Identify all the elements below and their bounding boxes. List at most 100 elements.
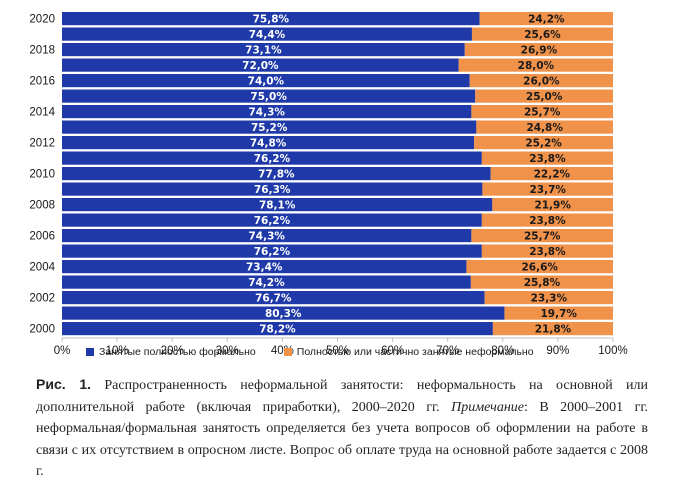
data-label-informal-2018: 26,9% [521, 45, 558, 57]
bar-formal-2010 [62, 167, 491, 181]
data-label-informal-2014: 25,7% [524, 107, 561, 119]
bar-informal-2012 [474, 136, 613, 150]
y-tick-label-2006: 2006 [29, 231, 55, 243]
data-label-informal-2020: 24,2% [528, 14, 565, 26]
bar-formal-2009 [62, 182, 483, 196]
bar-formal-2004 [62, 260, 467, 274]
data-label-formal-2012: 74,8% [250, 138, 287, 150]
bar-formal-2012 [62, 136, 475, 150]
x-tick-label: 70% [436, 345, 459, 357]
data-label-formal-2011: 76,2% [254, 153, 291, 165]
bar-formal-2018 [62, 43, 465, 57]
y-tick-label-2004: 2004 [29, 262, 55, 274]
data-label-formal-2016: 74,0% [248, 76, 285, 88]
bar-formal-2001 [62, 306, 505, 320]
data-label-informal-2008: 21,9% [534, 200, 571, 212]
data-label-informal-2006: 25,7% [524, 231, 561, 243]
data-label-formal-2020: 75,8% [253, 14, 290, 26]
x-tick-label: 30% [216, 345, 239, 357]
bar-informal-2018 [464, 43, 613, 57]
data-label-informal-2000: 21,8% [535, 324, 572, 336]
bar-formal-2002 [62, 291, 485, 305]
x-tick-label: 20% [161, 345, 184, 357]
bar-formal-2013 [62, 120, 477, 134]
legend-swatch-informal [283, 348, 292, 356]
data-label-informal-2001: 19,7% [541, 308, 578, 320]
bar-formal-2006 [62, 229, 472, 243]
data-label-informal-2003: 25,8% [524, 277, 561, 289]
data-label-formal-2014: 74,3% [248, 107, 285, 119]
x-tick-label: 80% [491, 345, 514, 357]
bar-informal-2020 [479, 12, 613, 26]
caption-note-label: Примечание [451, 399, 525, 415]
data-label-formal-2004: 73,4% [246, 262, 283, 274]
data-label-informal-2016: 26,0% [523, 76, 560, 88]
data-label-formal-2009: 76,3% [254, 184, 291, 196]
bar-formal-2008 [62, 198, 493, 212]
data-label-informal-2004: 26,6% [521, 262, 558, 274]
bar-informal-2016 [469, 74, 613, 88]
bar-informal-2015 [475, 89, 613, 103]
y-tick-label-2020: 2020 [29, 14, 55, 26]
y-tick-label-2014: 2014 [29, 107, 55, 119]
data-label-formal-2013: 75,2% [251, 122, 288, 134]
data-label-informal-2011: 23,8% [529, 153, 566, 165]
y-axis-labels: 2020 2018 2016 2014 2012 2010 2008 2006 2004 2002… [29, 14, 55, 336]
y-tick-label-2002: 2002 [29, 293, 55, 305]
y-tick-label-2016: 2016 [29, 76, 55, 88]
x-tick-label: 50% [326, 345, 349, 357]
bar-informal-2005 [481, 244, 613, 258]
data-label-informal-2019: 25,6% [524, 29, 561, 41]
legend-label-informal: Полностью или частично занятые неформаль… [296, 346, 534, 358]
data-label-informal-2007: 23,8% [529, 215, 566, 227]
data-label-informal-2012: 25,2% [525, 138, 562, 150]
bar-informal-2008 [492, 198, 613, 212]
bar-formal-2019 [62, 27, 472, 41]
y-tick-label-2018: 2018 [29, 45, 55, 57]
legend-swatch-formal [86, 348, 94, 356]
bar-formal-2017 [62, 58, 459, 72]
data-label-formal-2018: 73,1% [245, 45, 282, 57]
data-label-informal-2010: 22,2% [534, 169, 571, 181]
bar-informal-2007 [481, 213, 613, 227]
figure-caption: Рис. 1. Распространенность неформальной … [36, 374, 648, 483]
x-tick-label: 90% [546, 345, 569, 357]
data-label-formal-2017: 72,0% [242, 60, 279, 72]
bar-informal-2014 [471, 105, 613, 119]
legend-item-informal: Полностью или частично занятые неформаль… [283, 346, 534, 358]
bar-informal-2009 [482, 182, 613, 196]
bar-informal-2000 [492, 322, 613, 336]
bar-formal-2000 [62, 322, 493, 336]
data-label-formal-2005: 76,2% [254, 246, 291, 258]
bar-informal-2006 [471, 229, 613, 243]
bars-group: 75,8% 24,2% 74,4% 25,6% 73,1% 26,9% 72,0% 28,0%… [62, 12, 613, 336]
data-label-formal-2003: 74,2% [248, 277, 285, 289]
data-label-formal-2000: 78,2% [259, 324, 296, 336]
bar-informal-2019 [471, 27, 613, 41]
legend: Занятые полностью формально Полностью ил… [86, 346, 534, 358]
caption-label: Рис. 1. [36, 376, 92, 392]
bar-formal-2011 [62, 151, 482, 165]
bar-informal-2003 [470, 275, 613, 289]
data-label-informal-2005: 23,8% [529, 246, 566, 258]
bar-formal-2003 [62, 275, 471, 289]
data-label-informal-2002: 23,3% [531, 293, 568, 305]
data-label-formal-2001: 80,3% [265, 308, 302, 320]
stacked-bar-chart: 75,8% 24,2% 74,4% 25,6% 73,1% 26,9% 72,0% 28,0%… [29, 12, 628, 357]
y-tick-label-2010: 2010 [29, 169, 55, 181]
data-label-informal-2017: 28,0% [518, 60, 555, 72]
caption-note-text: : В 2000–2001 гг. неформальная/формальна… [36, 399, 649, 480]
y-tick-label-2012: 2012 [29, 138, 55, 150]
data-label-formal-2002: 76,7% [255, 293, 292, 305]
data-label-formal-2006: 74,3% [248, 231, 285, 243]
y-tick-label-2000: 2000 [29, 324, 55, 336]
bar-informal-2002 [484, 291, 613, 305]
bar-informal-2001 [504, 306, 613, 320]
data-label-formal-2019: 74,4% [249, 29, 286, 41]
caption-text: Распространенность неформальной занятост… [36, 378, 649, 415]
bar-informal-2011 [481, 151, 613, 165]
bar-formal-2016 [62, 74, 470, 88]
bar-formal-2005 [62, 244, 482, 258]
data-label-informal-2013: 24,8% [526, 122, 563, 134]
bar-formal-2015 [62, 89, 476, 103]
